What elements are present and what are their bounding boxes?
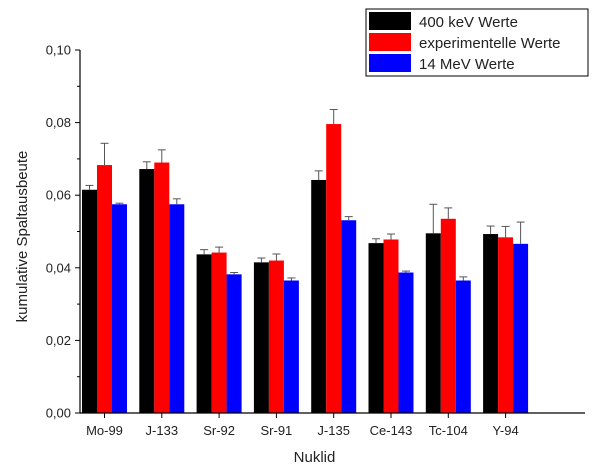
legend-label-0: 400 keV Werte xyxy=(419,14,518,31)
legend-swatch-2 xyxy=(369,54,411,72)
x-tick-label: Mo-99 xyxy=(86,423,123,438)
bar-j-133-2 xyxy=(169,204,185,413)
bar-sr-92-0 xyxy=(196,254,212,413)
x-tick-label: J-135 xyxy=(317,423,350,438)
x-tick-label: Ce-143 xyxy=(370,423,413,438)
y-tick-label: 0,00 xyxy=(46,406,71,421)
bar-ce-143-2 xyxy=(398,272,414,413)
bar-mo-99-2 xyxy=(112,204,127,413)
bar-sr-91-2 xyxy=(283,280,299,413)
bar-tc-104-2 xyxy=(455,280,471,413)
legend-swatch-1 xyxy=(369,33,411,51)
bar-sr-92-1 xyxy=(211,252,227,413)
bars-layer xyxy=(82,124,529,413)
bar-sr-91-1 xyxy=(268,260,284,413)
legend-swatch-0 xyxy=(369,12,411,30)
bar-tc-104-0 xyxy=(425,233,441,413)
bar-y-94-1 xyxy=(498,237,514,413)
x-tick-label: Sr-92 xyxy=(203,423,235,438)
bar-j-133-0 xyxy=(139,169,155,413)
bar-mo-99-0 xyxy=(82,189,97,413)
error-bars-layer xyxy=(85,109,525,281)
legend-label-2: 14 MeV Werte xyxy=(419,56,515,73)
x-tick-label: Y-94 xyxy=(492,423,518,438)
y-tick-label: 0,06 xyxy=(46,188,71,203)
bar-j-135-1 xyxy=(326,124,342,413)
bar-j-135-2 xyxy=(341,220,357,413)
y-tick-label: 0,02 xyxy=(46,333,71,348)
bar-ce-143-0 xyxy=(368,243,384,413)
y-axis-title: kumulative Spaltausbeute xyxy=(14,151,31,323)
bar-tc-104-1 xyxy=(440,218,456,413)
bar-y-94-2 xyxy=(513,243,529,413)
y-tick-label: 0,10 xyxy=(46,43,71,58)
x-tick-label: J-133 xyxy=(146,423,179,438)
bar-y-94-0 xyxy=(483,234,499,413)
bar-mo-99-1 xyxy=(97,165,112,413)
legend: 400 keV Werte experimentelle Werte 14 MeV … xyxy=(365,8,589,77)
legend-label-1: experimentelle Werte xyxy=(419,35,560,52)
axes-layer: Mo-99 J-133 Sr-92 Sr-91 J-135 Ce-143 Tc-104 Y-9… xyxy=(14,43,585,466)
y-tick-label: 0,04 xyxy=(46,260,71,275)
bar-j-135-0 xyxy=(311,179,327,413)
bar-ce-143-1 xyxy=(383,239,399,413)
x-axis-title: Nuklid xyxy=(294,449,336,466)
x-tick-label: Sr-91 xyxy=(261,423,293,438)
bar-sr-91-0 xyxy=(253,262,269,413)
bar-sr-92-2 xyxy=(226,274,242,413)
y-tick-label: 0,08 xyxy=(46,115,71,130)
x-tick-label: Tc-104 xyxy=(429,423,468,438)
bar-j-133-1 xyxy=(154,162,170,413)
